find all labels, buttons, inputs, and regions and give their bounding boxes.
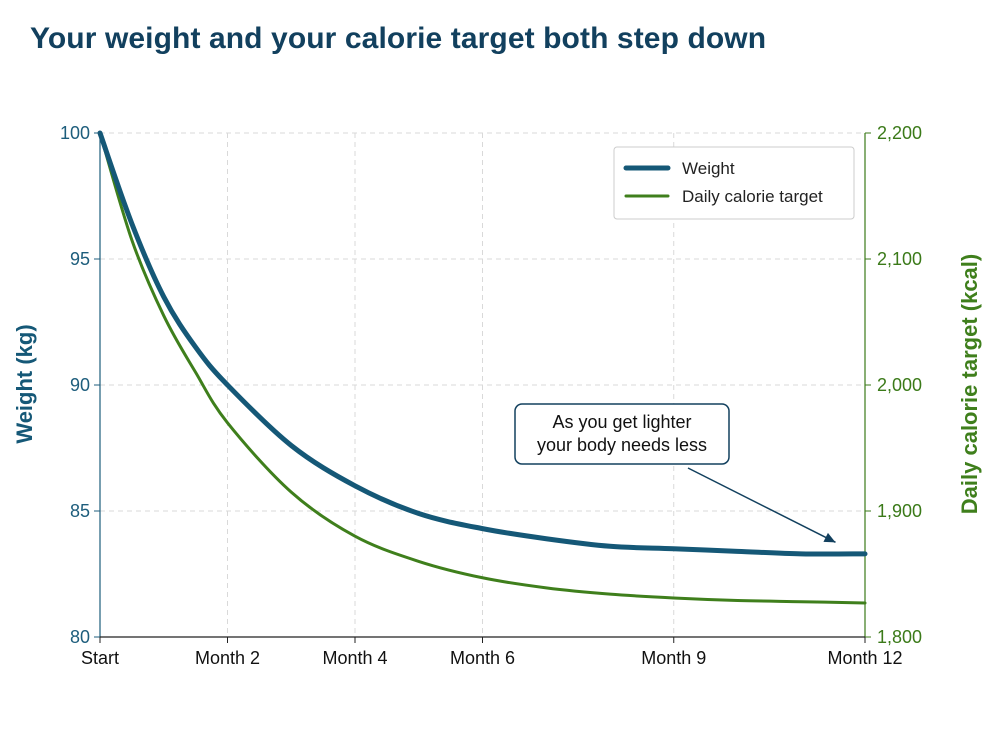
legend: Weight Daily calorie target bbox=[613, 146, 855, 220]
y-right-tick-label: 1,800 bbox=[877, 627, 922, 647]
x-tick-label: Month 9 bbox=[641, 648, 706, 668]
x-tick-label: Month 6 bbox=[450, 648, 515, 668]
tick-labels: 80 85 90 95 100 1,800 1,900 2,000 2,100 2,200 Star… bbox=[60, 123, 922, 668]
annotation-text-line: As you get lighter bbox=[552, 412, 691, 432]
y-left-tick-label: 95 bbox=[70, 249, 90, 269]
annotation-arrow-head bbox=[823, 532, 836, 543]
y-left-tick-label: 80 bbox=[70, 627, 90, 647]
legend-box bbox=[613, 146, 855, 220]
annotation-arrow-line bbox=[687, 467, 836, 543]
annotation-box bbox=[514, 403, 730, 465]
x-tick-label: Month 12 bbox=[827, 648, 902, 668]
y-left-tick-label: 90 bbox=[70, 375, 90, 395]
annotation-text-line: your body needs less bbox=[537, 435, 707, 455]
x-tick-label: Month 2 bbox=[195, 648, 260, 668]
annotation: As you get lighter your body needs less bbox=[514, 403, 836, 543]
y-right-tick-label: 2,100 bbox=[877, 249, 922, 269]
y-axis-left-label: Weight (kg) bbox=[12, 324, 37, 443]
legend-label-weight: Weight bbox=[682, 159, 735, 178]
y-right-tick-label: 2,000 bbox=[877, 375, 922, 395]
y-left-tick-label: 85 bbox=[70, 501, 90, 521]
x-tick-label: Month 4 bbox=[322, 648, 387, 668]
y-axis-right-label: Daily calorie target (kcal) bbox=[957, 254, 982, 514]
chart-title: Your weight and your calorie target both… bbox=[30, 22, 767, 55]
series-lines bbox=[97, 130, 868, 605]
x-tick-label: Start bbox=[81, 648, 119, 668]
y-right-tick-label: 2,200 bbox=[877, 123, 922, 143]
calorie-target-line bbox=[98, 131, 867, 605]
weight-line bbox=[97, 130, 868, 557]
y-left-tick-label: 100 bbox=[60, 123, 90, 143]
legend-label-calorie: Daily calorie target bbox=[682, 187, 823, 206]
y-right-tick-label: 1,900 bbox=[877, 501, 922, 521]
